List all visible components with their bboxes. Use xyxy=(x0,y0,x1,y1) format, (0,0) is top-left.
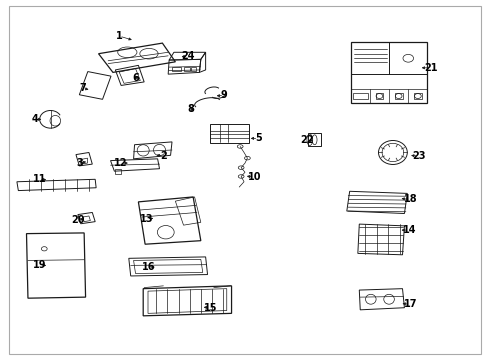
Text: 22: 22 xyxy=(301,135,314,145)
Bar xyxy=(172,67,181,71)
Text: 6: 6 xyxy=(132,73,139,83)
Text: 9: 9 xyxy=(221,90,228,100)
Text: 8: 8 xyxy=(188,104,195,114)
Text: 16: 16 xyxy=(142,262,156,273)
Text: 1: 1 xyxy=(116,31,122,41)
Bar xyxy=(414,93,422,99)
Bar xyxy=(210,124,249,143)
Text: 12: 12 xyxy=(114,158,128,168)
Bar xyxy=(353,93,368,99)
Bar xyxy=(79,72,111,99)
Bar xyxy=(191,67,196,71)
Text: 11: 11 xyxy=(33,174,46,184)
Text: 20: 20 xyxy=(71,215,85,225)
Text: 13: 13 xyxy=(140,214,153,224)
Text: 17: 17 xyxy=(404,299,417,309)
Text: 18: 18 xyxy=(404,194,417,204)
Text: 2: 2 xyxy=(160,151,167,161)
Bar xyxy=(376,93,383,99)
Text: 3: 3 xyxy=(76,158,83,168)
Bar xyxy=(395,93,402,99)
Text: 4: 4 xyxy=(31,114,38,124)
Bar xyxy=(308,133,321,147)
Text: 21: 21 xyxy=(424,63,438,73)
Text: 7: 7 xyxy=(79,83,86,93)
Text: 5: 5 xyxy=(255,133,262,143)
Text: 23: 23 xyxy=(412,151,426,161)
Text: 14: 14 xyxy=(402,225,416,235)
Text: 24: 24 xyxy=(182,51,195,61)
Text: 15: 15 xyxy=(204,303,217,313)
Text: 19: 19 xyxy=(33,260,46,270)
Bar xyxy=(185,67,190,71)
Text: 10: 10 xyxy=(248,172,261,182)
